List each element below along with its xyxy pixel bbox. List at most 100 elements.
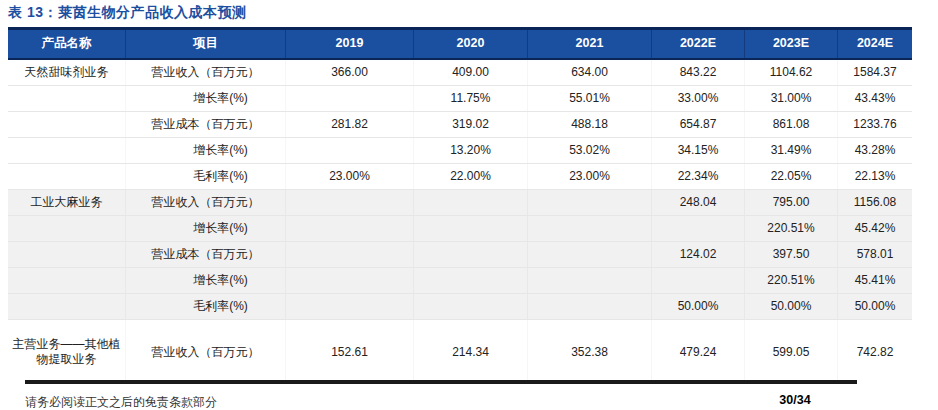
value-cell-2022E: 843.22 [651,60,744,85]
column-header-7: 2024E [837,30,912,58]
value-cell-2021: 53.02% [527,138,651,163]
column-header-0: 产品名称 [8,30,125,58]
value-cell-2022E: 479.24 [651,320,744,384]
table-row: 增长率(%)13.20%53.02%34.15%31.49%43.28% [8,138,912,164]
value-cell-2023E: 220.51% [744,268,837,293]
product-name-cell: 工业大麻业务 [8,190,125,215]
item-label-cell: 营业收入（百万元） [125,190,285,215]
value-cell-2024E: 742.82 [837,320,912,384]
value-cell-2021 [527,216,651,241]
product-name-cell [8,86,125,111]
value-cell-2024E: 1584.37 [837,60,912,85]
value-cell-2019: 366.00 [285,60,413,85]
product-name-cell [8,138,125,163]
value-cell-2023E: 220.51% [744,216,837,241]
value-cell-2020: 22.00% [413,164,527,189]
value-cell-2020 [413,268,527,293]
value-cell-2020: 214.34 [413,320,527,384]
value-cell-2023E: 22.05% [744,164,837,189]
value-cell-2020: 319.02 [413,112,527,137]
value-cell-2024E: 578.01 [837,242,912,267]
forecast-table: 产品名称项目2019202020212022E2023E2024E 天然甜味剂业… [8,27,912,384]
value-cell-2024E: 50.00% [837,294,912,319]
value-cell-2023E: 397.50 [744,242,837,267]
table-row: 工业大麻业务营业收入（百万元） 248.04795.001156.08 [8,190,912,216]
value-cell-2024E: 43.43% [837,86,912,111]
value-cell-2019: 152.61 [285,320,413,384]
value-cell-2019 [285,190,413,215]
product-name-cell [8,242,125,267]
value-cell-2019: 281.82 [285,112,413,137]
item-label-cell: 毛利率(%) [125,164,285,189]
value-cell-2020 [413,190,527,215]
table-body: 天然甜味剂业务营业收入（百万元）366.00409.00634.00843.22… [8,60,912,384]
value-cell-2022E [651,216,744,241]
value-cell-2020 [413,216,527,241]
value-cell-2019 [285,138,413,163]
value-cell-2021: 55.01% [527,86,651,111]
column-header-1: 项目 [125,30,285,58]
footer-divider-bar [25,380,857,384]
value-cell-2021: 634.00 [527,60,651,85]
value-cell-2024E: 22.13% [837,164,912,189]
product-section-2: 主营业务——其他植物提取业务营业收入（百万元）152.61214.34352.3… [8,320,912,384]
value-cell-2024E: 45.42% [837,216,912,241]
table-title: 表 13：莱茵生物分产品收入成本预测 [8,4,246,22]
product-name-cell: 天然甜味剂业务 [8,60,125,85]
value-cell-2021 [527,242,651,267]
table-row: 天然甜味剂业务营业收入（百万元）366.00409.00634.00843.22… [8,60,912,86]
value-cell-2021 [527,190,651,215]
value-cell-2019 [285,216,413,241]
table-row: 主营业务——其他植物提取业务营业收入（百万元）152.61214.34352.3… [8,320,912,384]
table-row: 营业成本（百万元）124.02397.50578.01 [8,242,912,268]
product-name-cell: 主营业务——其他植物提取业务 [8,320,125,384]
column-header-3: 2020 [413,30,527,58]
value-cell-2021 [527,294,651,319]
item-label-cell: 营业收入（百万元） [125,60,285,85]
item-label-cell: 增长率(%) [125,268,285,293]
column-header-4: 2021 [527,30,651,58]
value-cell-2022E: 248.04 [651,190,744,215]
value-cell-2023E: 1104.62 [744,60,837,85]
value-cell-2019 [285,268,413,293]
value-cell-2023E: 31.49% [744,138,837,163]
product-name-cell [8,268,125,293]
value-cell-2020: 409.00 [413,60,527,85]
value-cell-2022E: 34.15% [651,138,744,163]
value-cell-2019 [285,242,413,267]
table-header-row: 产品名称项目2019202020212022E2023E2024E [8,27,912,60]
value-cell-2024E: 1156.08 [837,190,912,215]
value-cell-2019 [285,294,413,319]
table-row: 营业成本（百万元）281.82319.02488.18654.87861.081… [8,112,912,138]
value-cell-2023E: 861.08 [744,112,837,137]
item-label-cell: 营业成本（百万元） [125,112,285,137]
value-cell-2023E: 31.00% [744,86,837,111]
product-name-cell [8,294,125,319]
value-cell-2022E: 22.34% [651,164,744,189]
value-cell-2019 [285,86,413,111]
item-label-cell: 增长率(%) [125,138,285,163]
value-cell-2023E: 50.00% [744,294,837,319]
column-header-2: 2019 [285,30,413,58]
value-cell-2023E: 795.00 [744,190,837,215]
value-cell-2020 [413,242,527,267]
value-cell-2021: 23.00% [527,164,651,189]
product-name-cell [8,216,125,241]
value-cell-2020: 13.20% [413,138,527,163]
value-cell-2021: 488.18 [527,112,651,137]
product-section-0: 天然甜味剂业务营业收入（百万元）366.00409.00634.00843.22… [8,60,912,190]
column-header-5: 2022E [651,30,744,58]
table-row: 毛利率(%)50.00%50.00%50.00% [8,294,912,320]
product-name-cell [8,112,125,137]
item-label-cell: 营业收入（百万元） [125,320,285,384]
value-cell-2020 [413,294,527,319]
item-label-cell: 增长率(%) [125,216,285,241]
item-label-cell: 毛利率(%) [125,294,285,319]
page-number: 30/34 [765,393,825,407]
value-cell-2022E: 654.87 [651,112,744,137]
value-cell-2021: 352.38 [527,320,651,384]
table-row: 增长率(%)11.75%55.01%33.00%31.00%43.43% [8,86,912,112]
item-label-cell: 增长率(%) [125,86,285,111]
product-section-1: 工业大麻业务营业收入（百万元） 248.04795.001156.08 增长率(%)… [8,190,912,320]
product-name-cell [8,164,125,189]
